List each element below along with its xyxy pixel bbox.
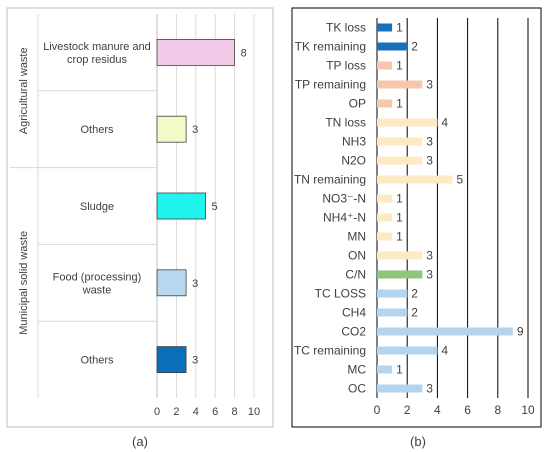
data-label: 3 — [426, 268, 433, 282]
category-label: TK remaining — [295, 40, 366, 54]
category-label: CH4 — [342, 306, 366, 320]
x-tick-label: 10 — [248, 406, 260, 418]
category-label: TP remaining — [295, 78, 366, 92]
category-label: OC — [348, 382, 366, 396]
data-label: 1 — [396, 363, 403, 377]
data-label: 3 — [426, 78, 433, 92]
group-label: Municipal solid waste — [18, 231, 30, 335]
x-tick-label: 2 — [404, 403, 411, 417]
category-label: CO2 — [341, 325, 366, 339]
bar — [377, 365, 393, 374]
data-label: 8 — [241, 47, 247, 59]
bar — [377, 23, 393, 32]
data-label: 3 — [426, 382, 433, 396]
category-label: C/N — [345, 268, 366, 282]
bar — [156, 115, 187, 143]
category-label: Livestock manure and — [43, 41, 151, 53]
category-label: ON — [348, 249, 366, 263]
category-label: Others — [80, 355, 114, 367]
category-label: N2O — [341, 154, 366, 168]
bar — [377, 175, 453, 184]
bar — [377, 270, 423, 279]
data-label: 4 — [441, 116, 448, 130]
bar — [377, 137, 423, 146]
data-label: 5 — [457, 173, 464, 187]
x-tick-label: 0 — [374, 403, 381, 417]
category-label: TK loss — [326, 21, 366, 35]
panel-b-chart: 0 2 4 6 8 10 1 TK loss 2 TK remaining 1 TP loss 3 TP … — [291, 7, 542, 428]
x-tick-label: 0 — [154, 406, 160, 418]
bar — [377, 156, 423, 165]
data-label: 3 — [192, 355, 198, 367]
data-label: 4 — [441, 344, 448, 358]
x-tick-label: 4 — [193, 406, 199, 418]
category-label: TN remaining — [294, 173, 366, 187]
bar — [156, 39, 235, 66]
category-label: NO3⁻-N — [322, 192, 366, 206]
category-label: TC remaining — [294, 344, 366, 358]
bar — [377, 194, 393, 203]
x-tick-label: 2 — [173, 406, 179, 418]
category-label: crop residus — [67, 54, 127, 66]
category-label: Food (processing) — [53, 271, 142, 283]
x-tick-label: 8 — [232, 406, 238, 418]
bar — [377, 251, 423, 260]
panel-a-frame — [6, 7, 274, 428]
data-label: 2 — [411, 40, 418, 54]
x-tick-label: 6 — [464, 403, 471, 417]
data-label: 1 — [396, 59, 403, 73]
bar — [377, 99, 393, 108]
data-label: 5 — [212, 201, 218, 213]
data-label: 2 — [411, 287, 418, 301]
bar — [377, 61, 393, 70]
x-tick-label: 4 — [434, 403, 441, 417]
data-label: 2 — [411, 306, 418, 320]
bar — [377, 42, 408, 51]
category-label: MC — [347, 363, 366, 377]
category-label: Others — [80, 124, 114, 136]
bar — [377, 213, 393, 222]
bar — [377, 327, 513, 336]
bar — [156, 269, 187, 297]
group-label: Agricultural waste — [18, 47, 30, 134]
bar — [377, 308, 408, 317]
panel-b-frame — [291, 7, 542, 428]
data-label: 3 — [426, 135, 433, 149]
data-label: 3 — [192, 124, 198, 136]
data-label: 3 — [426, 154, 433, 168]
data-label: 9 — [517, 325, 524, 339]
category-label: OP — [349, 97, 366, 111]
bar — [377, 384, 423, 393]
x-tick-label: 8 — [494, 403, 501, 417]
panel-a-chart: 0 2 4 6 8 10 Agricultural waste Municipal solid… — [6, 7, 274, 428]
data-label: 1 — [396, 21, 403, 35]
category-label: NH3 — [342, 135, 366, 149]
data-label: 1 — [396, 211, 403, 225]
panel-b-label: (b) — [410, 434, 426, 449]
data-label: 3 — [426, 249, 433, 263]
x-tick-label: 10 — [521, 403, 535, 417]
bar — [377, 80, 423, 89]
data-label: 3 — [192, 278, 198, 290]
data-label: 1 — [396, 97, 403, 111]
category-label: Sludge — [80, 201, 114, 213]
category-label: waste — [82, 284, 112, 296]
bar — [377, 346, 438, 355]
panel-a-label: (a) — [132, 434, 148, 449]
bar — [377, 289, 408, 298]
bar — [156, 192, 206, 220]
category-label: TC LOSS — [315, 287, 366, 301]
category-label: NH4⁺-N — [323, 211, 366, 225]
category-label: TN loss — [325, 116, 366, 130]
data-label: 1 — [396, 192, 403, 206]
category-label: MN — [347, 230, 366, 244]
bar — [156, 346, 187, 374]
data-label: 1 — [396, 230, 403, 244]
category-label: TP loss — [326, 59, 366, 73]
bar — [377, 118, 438, 127]
bar — [377, 232, 393, 241]
x-tick-label: 6 — [212, 406, 218, 418]
